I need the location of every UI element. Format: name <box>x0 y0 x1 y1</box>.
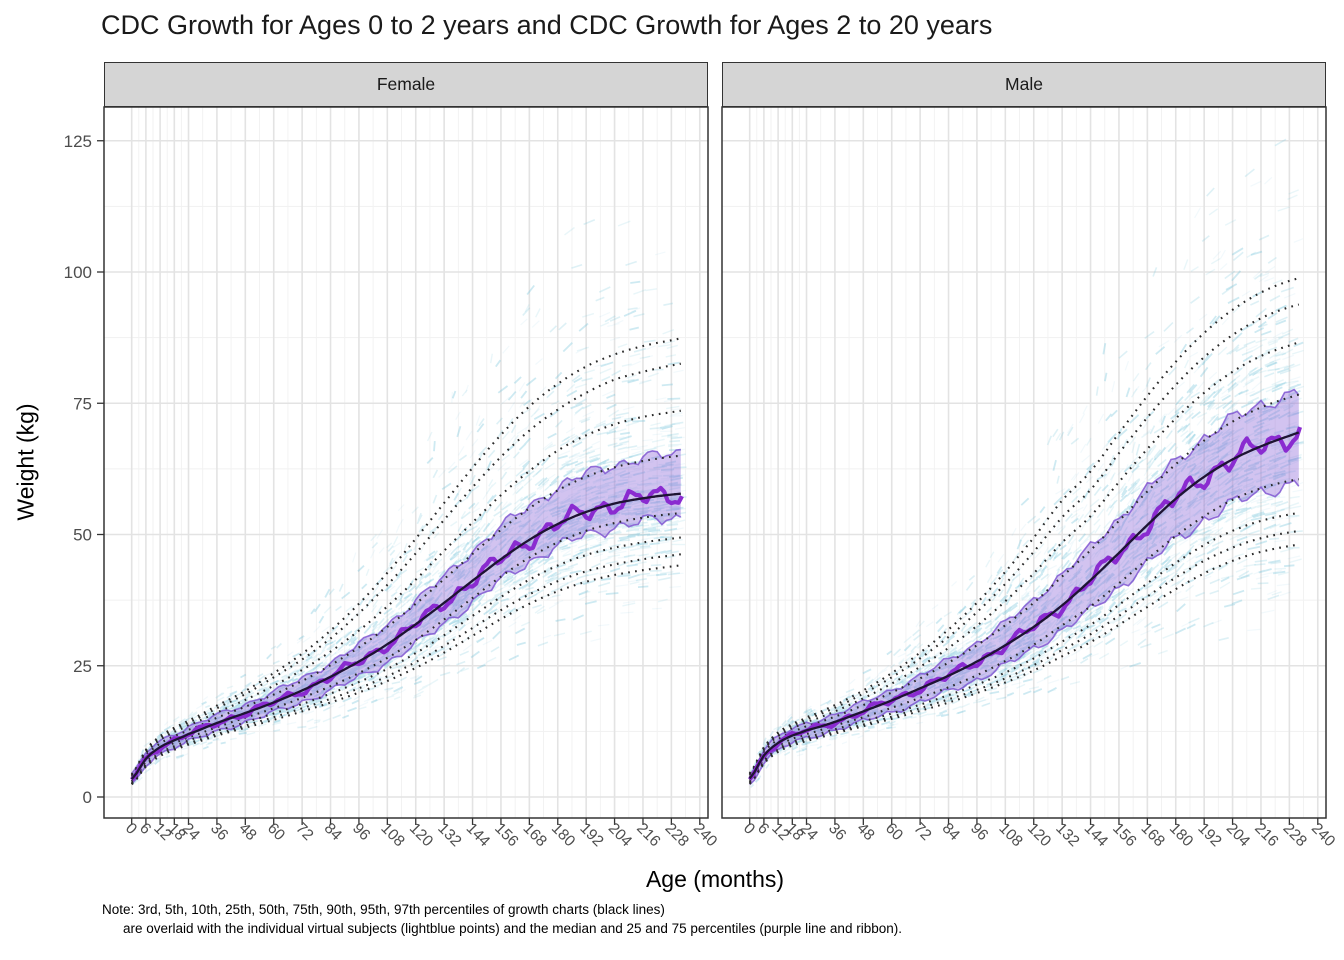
x-tick-label: 60 <box>264 820 288 844</box>
y-tick-label: 100 <box>64 263 92 282</box>
facet-strip-female: Female <box>104 62 708 107</box>
y-tick-label: 0 <box>83 788 92 807</box>
y-tick-label: 125 <box>64 132 92 151</box>
cdc-percentile-line-p97 <box>748 277 1300 774</box>
cdc-percentile-line-p95 <box>748 303 1300 775</box>
x-tick-label: 36 <box>825 820 849 844</box>
x-axis-title: Age (months) <box>645 866 785 892</box>
facet-strip-female-label: Female <box>376 74 436 94</box>
x-tick-label: 204 <box>1223 820 1254 851</box>
y-tick-label: 75 <box>73 394 92 413</box>
x-tick-label: 216 <box>1251 820 1281 850</box>
caption-note: Note: 3rd, 5th, 10th, 25th, 50th, 75th, … <box>102 901 902 938</box>
x-tick-label: 180 <box>548 820 579 851</box>
x-tick-label: 96 <box>967 820 991 844</box>
x-tick-label: 24 <box>179 820 203 844</box>
x-tick-label: 228 <box>1280 820 1310 850</box>
y-tick-label: 25 <box>73 657 92 676</box>
x-tick-label: 72 <box>910 820 934 844</box>
facet-panel-male <box>721 106 1327 819</box>
x-tick-label: 216 <box>633 820 663 850</box>
x-tick-label: 24 <box>797 820 821 844</box>
cdc-median-line <box>748 431 1300 780</box>
x-tick-label: 48 <box>235 820 259 844</box>
x-tick-label: 240 <box>1308 820 1339 851</box>
x-tick-label: 60 <box>882 820 906 844</box>
x-tick-label: 84 <box>321 820 345 844</box>
caption-note-line1: Note: 3rd, 5th, 10th, 25th, 50th, 75th, … <box>102 902 665 917</box>
x-tick-label: 0 <box>740 820 758 838</box>
x-tick-label: 240 <box>690 820 721 851</box>
y-axis: 0 25 50 75 100 125 <box>64 132 104 807</box>
x-tick-label: 120 <box>406 820 437 851</box>
x-tick-label: 228 <box>662 820 692 850</box>
x-tick-label: 144 <box>463 820 494 851</box>
x-tick-label: 48 <box>853 820 877 844</box>
x-tick-label: 192 <box>576 820 606 850</box>
x-tick-label: 192 <box>1194 820 1224 850</box>
cdc-percentile-line-p3 <box>748 543 1299 785</box>
panel-border <box>721 106 1327 819</box>
x-tick-label: 120 <box>1024 820 1055 851</box>
x-tick-label: 168 <box>520 820 550 850</box>
chart-title: CDC Growth for Ages 0 to 2 years and CDC… <box>101 10 993 40</box>
cdc-percentile-line-p97 <box>130 337 682 775</box>
panel-border <box>103 106 709 819</box>
gridlines <box>722 107 1326 818</box>
gridlines <box>104 107 708 818</box>
x-tick-label: 180 <box>1166 820 1197 851</box>
x-tick-label: 6 <box>136 820 154 838</box>
sim-iqr-ribbon <box>749 389 1299 785</box>
y-tick-label: 50 <box>73 526 92 545</box>
sim-iqr-ribbon-edge <box>131 448 681 775</box>
x-tick-label: 108 <box>995 820 1025 850</box>
x-tick-label: 72 <box>292 820 316 844</box>
x-tick-label: 132 <box>434 820 464 850</box>
x-tick-label: 6 <box>754 820 772 838</box>
x-tick-label: 144 <box>1081 820 1112 851</box>
sim-iqr-ribbon-edge <box>749 479 1300 786</box>
sim-iqr-ribbon <box>131 449 681 784</box>
y-axis-title: Weight (kg) <box>12 403 39 521</box>
sim-iqr-ribbon-edge <box>749 388 1300 775</box>
x-tick-label: 0 <box>122 820 140 838</box>
x-tick-label: 96 <box>349 820 373 844</box>
cdc-percentile-line-p95 <box>130 362 681 776</box>
x-tick-label: 132 <box>1052 820 1082 850</box>
x-tick-label: 204 <box>605 820 636 851</box>
facet-panel-female <box>103 106 709 819</box>
sim-iqr-ribbon-edge <box>131 513 682 785</box>
x-tick-label: 36 <box>207 820 231 844</box>
x-tick-label: 168 <box>1138 820 1168 850</box>
x-tick-label: 108 <box>377 820 407 850</box>
x-tick-label: 84 <box>939 820 963 844</box>
x-tick-label: 156 <box>1109 820 1139 850</box>
cdc-median-line <box>130 492 681 780</box>
x-tick-label: 156 <box>491 820 521 850</box>
cdc-percentile-line-p25 <box>748 478 1299 782</box>
facet-strip-male-label: Male <box>1005 74 1043 94</box>
cdc-percentile-line-p90 <box>130 409 681 777</box>
caption-note-line2: are overlaid with the individual virtual… <box>123 920 902 936</box>
